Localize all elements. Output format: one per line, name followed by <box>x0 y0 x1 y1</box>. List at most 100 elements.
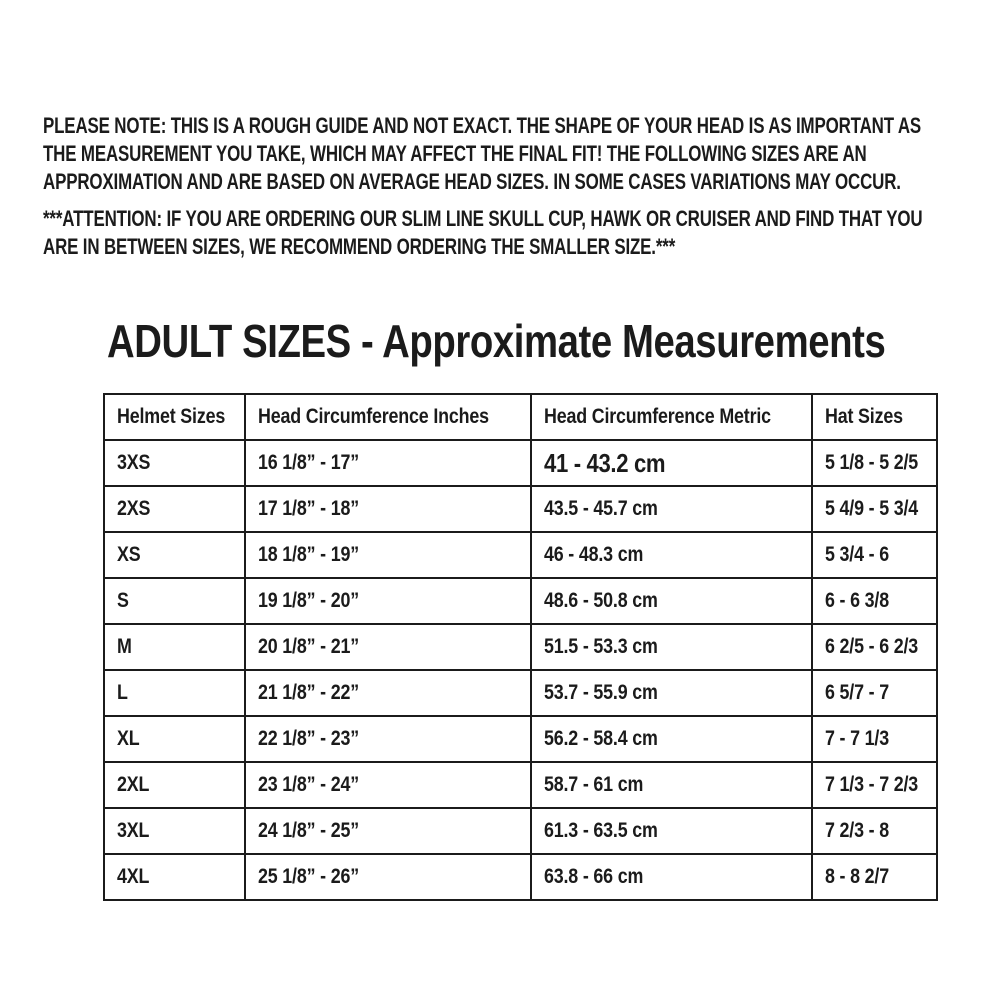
table-cell: M <box>102 623 247 671</box>
table-cell-text: 7 - 7 1/3 <box>824 727 889 750</box>
table-row: M 20 1/8” - 21” 51.5 - 53.3 cm 6 2/5 - 6 2/… <box>102 623 938 671</box>
table-cell: 7 - 7 1/3 <box>810 715 938 763</box>
table-cell-text: 18 1/8” - 19” <box>258 543 360 566</box>
table-cell-text: 5 1/8 - 5 2/5 <box>824 451 918 474</box>
table-cell-text: 7 1/3 - 7 2/3 <box>824 773 918 796</box>
table-cell-text: 23 1/8” - 24” <box>258 773 360 796</box>
header-circumference-metric: Head Circumference Metric <box>529 393 813 441</box>
header-label: Head Circumference Metric <box>543 405 771 428</box>
table-cell: 5 3/4 - 6 <box>810 531 938 579</box>
table-cell: 3XL <box>102 807 247 855</box>
table-cell: XS <box>102 531 247 579</box>
table-cell: 56.2 - 58.4 cm <box>529 715 813 763</box>
header-hat-sizes: Hat Sizes <box>810 393 938 441</box>
table-cell-text: 53.7 - 55.9 cm <box>543 681 658 704</box>
table-cell: 2XS <box>102 485 247 533</box>
table-cell: 5 4/9 - 5 3/4 <box>810 485 938 533</box>
table-cell-text: 25 1/8” - 26” <box>258 865 360 888</box>
table-cell-text: 16 1/8” - 17” <box>258 451 360 474</box>
table-cell: 21 1/8” - 22” <box>244 669 532 717</box>
table-cell: 48.6 - 50.8 cm <box>529 577 813 625</box>
table-cell-text: 6 2/5 - 6 2/3 <box>824 635 918 658</box>
table-cell: 7 2/3 - 8 <box>810 807 938 855</box>
table-cell: 4XL <box>102 853 247 901</box>
table-cell-text: 20 1/8” - 21” <box>258 635 360 658</box>
table-cell-text: XS <box>117 543 141 566</box>
table-cell: 6 2/5 - 6 2/3 <box>810 623 938 671</box>
table-cell: S <box>102 577 247 625</box>
table-cell-text: 2XL <box>117 773 150 796</box>
table-cell: 18 1/8” - 19” <box>244 531 532 579</box>
page-title: ADULT SIZES - Approximate Measurements <box>107 315 886 367</box>
table-row: 2XL 23 1/8” - 24” 58.7 - 61 cm 7 1/3 - 7 2/… <box>102 761 938 809</box>
table-cell-text: S <box>117 589 129 612</box>
header-label: Head Circumference Inches <box>258 405 490 428</box>
table-cell-text: 6 - 6 3/8 <box>824 589 889 612</box>
table-cell: 6 5/7 - 7 <box>810 669 938 717</box>
size-table-body: 3XS 16 1/8” - 17” 41 - 43.2 cm 5 1/8 - 5 2/… <box>102 439 938 901</box>
table-cell: 53.7 - 55.9 cm <box>529 669 813 717</box>
table-cell: 23 1/8” - 24” <box>244 761 532 809</box>
header-label: Hat Sizes <box>824 405 903 428</box>
table-cell: 41 - 43.2 cm <box>529 439 813 487</box>
table-cell-text: 61.3 - 63.5 cm <box>543 819 658 842</box>
table-cell-text: 46 - 48.3 cm <box>543 543 643 566</box>
table-cell-text: 6 5/7 - 7 <box>824 681 889 704</box>
header-label: Helmet Sizes <box>117 405 226 428</box>
table-cell: 24 1/8” - 25” <box>244 807 532 855</box>
table-cell: 58.7 - 61 cm <box>529 761 813 809</box>
table-cell: 25 1/8” - 26” <box>244 853 532 901</box>
table-cell-text: 21 1/8” - 22” <box>258 681 360 704</box>
table-cell: 16 1/8” - 17” <box>244 439 532 487</box>
table-cell-text: 2XS <box>117 497 151 520</box>
header-row: Helmet Sizes Head Circumference Inches H… <box>102 393 938 441</box>
table-cell-text: 3XS <box>117 451 151 474</box>
table-cell: 19 1/8” - 20” <box>244 577 532 625</box>
table-cell: 3XS <box>102 439 247 487</box>
header-circumference-inches: Head Circumference Inches <box>244 393 532 441</box>
table-row: XL 22 1/8” - 23” 56.2 - 58.4 cm 7 - 7 1/3 <box>102 715 938 763</box>
table-cell-text: 17 1/8” - 18” <box>258 497 360 520</box>
table-cell-text: M <box>117 635 132 658</box>
table-cell-text: 43.5 - 45.7 cm <box>543 497 658 520</box>
table-cell: 63.8 - 66 cm <box>529 853 813 901</box>
table-cell: 8 - 8 2/7 <box>810 853 938 901</box>
table-cell-text: 19 1/8” - 20” <box>258 589 360 612</box>
table-cell-text: XL <box>117 727 140 750</box>
table-row: 4XL 25 1/8” - 26” 63.8 - 66 cm 8 - 8 2/7 <box>102 853 938 901</box>
table-cell: 17 1/8” - 18” <box>244 485 532 533</box>
table-row: XS 18 1/8” - 19” 46 - 48.3 cm 5 3/4 - 6 <box>102 531 938 579</box>
table-cell: L <box>102 669 247 717</box>
table-cell: 6 - 6 3/8 <box>810 577 938 625</box>
table-cell-text: 24 1/8” - 25” <box>258 819 360 842</box>
table-cell-text: L <box>117 681 128 704</box>
table-cell-text: 56.2 - 58.4 cm <box>543 727 658 750</box>
table-cell-text: 5 3/4 - 6 <box>824 543 889 566</box>
header-helmet-sizes: Helmet Sizes <box>102 393 247 441</box>
table-row: S 19 1/8” - 20” 48.6 - 50.8 cm 6 - 6 3/8 <box>102 577 938 625</box>
table-cell: 61.3 - 63.5 cm <box>529 807 813 855</box>
table-cell: 46 - 48.3 cm <box>529 531 813 579</box>
table-cell-text: 41 - 43.2 cm <box>543 447 666 478</box>
attention-paragraph: ***ATTENTION: IF YOU ARE ORDERING OUR SL… <box>43 206 923 259</box>
table-cell-text: 48.6 - 50.8 cm <box>543 589 658 612</box>
table-cell-text: 58.7 - 61 cm <box>543 773 643 796</box>
table-cell: 7 1/3 - 7 2/3 <box>810 761 938 809</box>
table-row: 3XL 24 1/8” - 25” 61.3 - 63.5 cm 7 2/3 - 8 <box>102 807 938 855</box>
table-cell-text: 51.5 - 53.3 cm <box>543 635 658 658</box>
table-cell: 22 1/8” - 23” <box>244 715 532 763</box>
table-cell: 51.5 - 53.3 cm <box>529 623 813 671</box>
table-cell-text: 63.8 - 66 cm <box>543 865 643 888</box>
table-cell: 5 1/8 - 5 2/5 <box>810 439 938 487</box>
table-cell-text: 3XL <box>117 819 150 842</box>
table-cell: 2XL <box>102 761 247 809</box>
table-cell-text: 22 1/8” - 23” <box>258 727 360 750</box>
table-cell-text: 7 2/3 - 8 <box>824 819 889 842</box>
table-cell: 20 1/8” - 21” <box>244 623 532 671</box>
table-cell-text: 8 - 8 2/7 <box>824 865 889 888</box>
size-table-header: Helmet Sizes Head Circumference Inches H… <box>102 393 938 441</box>
size-table: Helmet Sizes Head Circumference Inches H… <box>102 393 938 901</box>
table-cell: XL <box>102 715 247 763</box>
note-paragraph: PLEASE NOTE: THIS IS A ROUGH GUIDE AND N… <box>43 113 922 194</box>
